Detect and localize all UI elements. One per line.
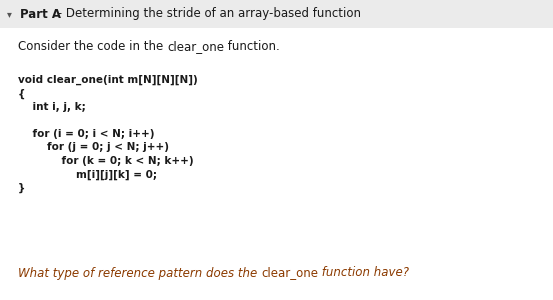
Text: clear_one: clear_one	[261, 266, 318, 280]
Text: for (j = 0; j < N; j++): for (j = 0; j < N; j++)	[18, 142, 169, 152]
Text: - Determining the stride of an array-based function: - Determining the stride of an array-bas…	[54, 8, 361, 20]
Text: ▾: ▾	[7, 9, 12, 19]
Text: m[i][j][k] = 0;: m[i][j][k] = 0;	[18, 169, 157, 180]
Text: function have?: function have?	[318, 266, 409, 280]
Text: for (i = 0; i < N; i++): for (i = 0; i < N; i++)	[18, 129, 154, 139]
Text: Part A: Part A	[20, 8, 61, 20]
Text: }: }	[18, 183, 25, 193]
Text: Consider the code in the: Consider the code in the	[18, 40, 167, 53]
Text: void clear_one(int m[N][N][N]): void clear_one(int m[N][N][N])	[18, 75, 198, 85]
Text: function.: function.	[224, 40, 280, 53]
Bar	[0, 0, 553, 28]
Text: for (k = 0; k < N; k++): for (k = 0; k < N; k++)	[18, 156, 194, 166]
Text: clear_one: clear_one	[167, 40, 224, 53]
Text: What type of reference pattern does the: What type of reference pattern does the	[18, 266, 261, 280]
Text: int i, j, k;: int i, j, k;	[18, 102, 86, 112]
Text: {: {	[18, 88, 25, 99]
